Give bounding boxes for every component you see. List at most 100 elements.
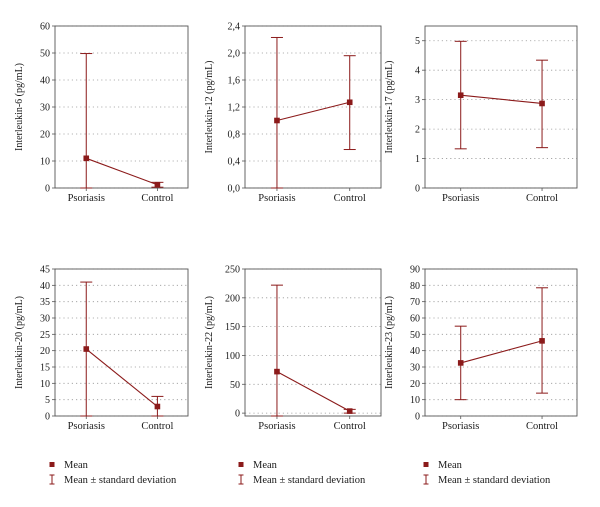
mean-marker [457,360,464,366]
mean-marker [154,403,161,410]
y-tick-label: 2 [415,125,420,136]
y-tick-label: 60 [40,22,50,33]
plot-frame [244,25,382,189]
legend-1: Mean Mean ± standard deviation [49,460,177,486]
y-tick-label: 20 [410,379,420,390]
y-tick-label: 0 [415,184,420,195]
y-tick-label: 30 [410,363,420,374]
y-tick-label: 80 [410,281,420,292]
legend-mean-marker [238,462,244,467]
mean-line [276,371,350,412]
plot-frame [54,25,189,189]
chart-panel-5: 0 50 100 150 200 250 Interleukin-22 (pg/mL) Pso… [204,265,382,432]
y-tick-label: 250 [225,265,240,276]
x-category-label: Psoriasis [68,421,105,432]
mean-marker [539,338,545,344]
y-tick-label: 50 [40,49,50,60]
chart-panel-1: 0 10 20 30 40 50 60 Interleukin-6 (pg/mL) Psoria… [14,22,189,204]
y-tick-label: 40 [410,346,420,357]
x-category-label: Control [526,193,558,204]
y-tick-label: 0 [45,412,50,423]
legend-3: Mean Mean ± standard deviation [423,460,551,486]
y-axis-label: Interleukin-23 (pg/mL) [384,296,395,389]
y-tick-label: 15 [40,363,50,374]
y-tick-label: 45 [40,265,50,276]
y-tick-label: 0,4 [228,157,241,168]
x-category-label: Control [334,421,366,432]
y-tick-label: 50 [410,330,420,341]
y-tick-label: 50 [230,380,240,391]
mean-line [85,348,158,407]
mean-line [276,101,350,122]
mean-marker [274,368,280,375]
plot-frame [54,268,189,417]
mean-marker [83,346,90,352]
mean-marker [457,92,464,99]
y-tick-label: 1 [415,154,420,165]
x-category-label: Control [141,421,173,432]
legend-sd-label: Mean ± standard deviation [64,475,177,486]
x-category-label: Control [526,421,558,432]
mean-line [460,94,543,105]
y-axis-label: Interleukin-17 (pg/mL) [384,60,395,153]
legend-mean-marker [423,462,429,467]
y-tick-label: 10 [40,157,50,168]
mean-line [86,157,158,186]
legend-mean-label: Mean [64,460,89,471]
x-category-label: Psoriasis [258,193,295,204]
y-tick-label: 0,0 [228,184,241,195]
y-tick-label: 100 [225,351,240,362]
y-axis-label: Interleukin-22 (pg/mL) [204,296,215,389]
y-tick-label: 2,4 [228,22,241,33]
plot-frame [424,25,578,189]
mean-marker [154,181,161,188]
plot-frame [244,268,382,417]
x-category-label: Psoriasis [442,421,479,432]
legend-sd-label: Mean ± standard deviation [253,475,366,486]
x-category-label: Psoriasis [442,193,479,204]
y-tick-label: 4 [415,66,420,77]
y-tick-label: 1,2 [228,103,241,114]
y-axis-label: Interleukin-6 (pg/mL) [14,63,25,151]
legend-sd-label: Mean ± standard deviation [438,475,551,486]
mean-marker [539,100,545,107]
y-tick-label: 1,6 [228,76,241,87]
y-tick-label: 3 [415,95,420,106]
y-tick-label: 60 [410,314,420,325]
chart-panel-4: 0 5 10 15 20 25 30 35 40 45 Interleukin-20 (pg/mL)… [14,265,189,432]
mean-marker [274,117,280,124]
y-tick-label: 40 [40,76,50,87]
legend-mean-label: Mean [253,460,278,471]
mean-marker [346,99,353,106]
y-tick-label: 30 [40,314,50,325]
y-tick-label: 200 [225,293,240,304]
legend-2: Mean Mean ± standard deviation [238,460,366,486]
chart-panel-6: 0 10 20 30 40 50 60 70 80 90 Interleukin-23 (pg/mL… [384,265,578,432]
chart-panel-3: 0 1 2 3 4 5 Interleukin-17 (pg/mL) Psoriasis Con… [384,25,578,204]
y-axis-label: Interleukin-20 (pg/mL) [14,296,25,389]
y-tick-label: 20 [40,130,50,141]
y-tick-label: 0 [45,184,50,195]
mean-line [460,340,543,364]
y-tick-label: 5 [45,395,50,406]
y-axis-label: Interleukin-12 (pg/mL) [204,60,215,153]
y-tick-label: 90 [410,265,420,276]
plot-frame [424,268,578,417]
x-category-label: Psoriasis [258,421,295,432]
y-tick-label: 30 [40,103,50,114]
y-tick-label: 5 [415,36,420,47]
y-tick-label: 40 [40,281,50,292]
mean-marker [346,408,353,414]
y-tick-label: 0 [415,412,420,423]
y-tick-label: 20 [40,346,50,357]
y-tick-label: 150 [225,322,240,333]
y-tick-label: 10 [40,379,50,390]
x-category-label: Control [334,193,366,204]
y-tick-label: 70 [410,297,420,308]
y-tick-label: 0 [235,409,240,420]
y-tick-label: 25 [40,330,50,341]
mean-marker [83,155,90,162]
y-tick-label: 35 [40,297,50,308]
legend-mean-marker [49,462,55,467]
